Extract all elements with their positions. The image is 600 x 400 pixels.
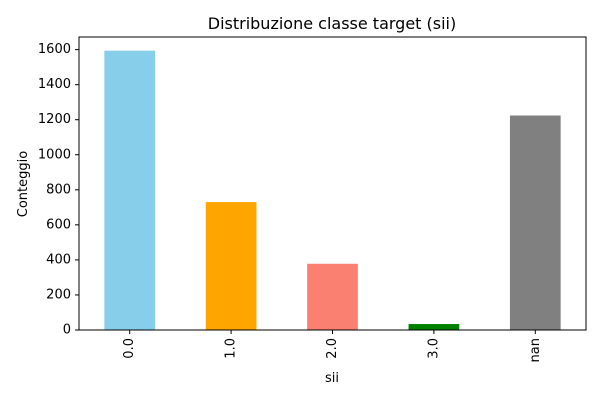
y-tick-label-0: 0: [63, 323, 71, 338]
y-axis: 0 200 400 600 800 1000 1200 1400 1600: [38, 42, 79, 338]
y-tick-label-1200: 1200: [38, 112, 71, 127]
plot-frame: [78, 36, 587, 331]
x-tick-label-0.0: 0.0: [122, 338, 137, 359]
x-tick-label-1.0: 1.0: [224, 338, 239, 359]
bars-group: [104, 50, 561, 331]
y-tick-label-400: 400: [46, 252, 71, 267]
bar-nan: [509, 115, 561, 331]
y-tick-label-1000: 1000: [38, 147, 71, 162]
chart-title: Distribuzione classe target (sii): [208, 14, 457, 33]
bar-1.0: [205, 202, 257, 330]
y-axis-label: Conteggio: [16, 151, 31, 217]
bar-3.0: [408, 324, 460, 330]
x-axis-label: sii: [325, 371, 339, 386]
y-tick-label-200: 200: [46, 287, 71, 302]
y-tick-label-800: 800: [46, 182, 71, 197]
bar-0.0: [104, 50, 156, 330]
bar-2.0: [307, 263, 358, 330]
y-tick-label-1600: 1600: [38, 42, 71, 57]
y-tick-label-1400: 1400: [38, 77, 71, 92]
x-tick-label-2.0: 2.0: [325, 338, 340, 359]
x-tick-label-nan: nan: [528, 338, 543, 362]
x-tick-label-3.0: 3.0: [426, 338, 441, 359]
y-tick-label-600: 600: [46, 217, 71, 232]
x-axis: 0.0 1.0 2.0 3.0 nan: [122, 330, 543, 362]
